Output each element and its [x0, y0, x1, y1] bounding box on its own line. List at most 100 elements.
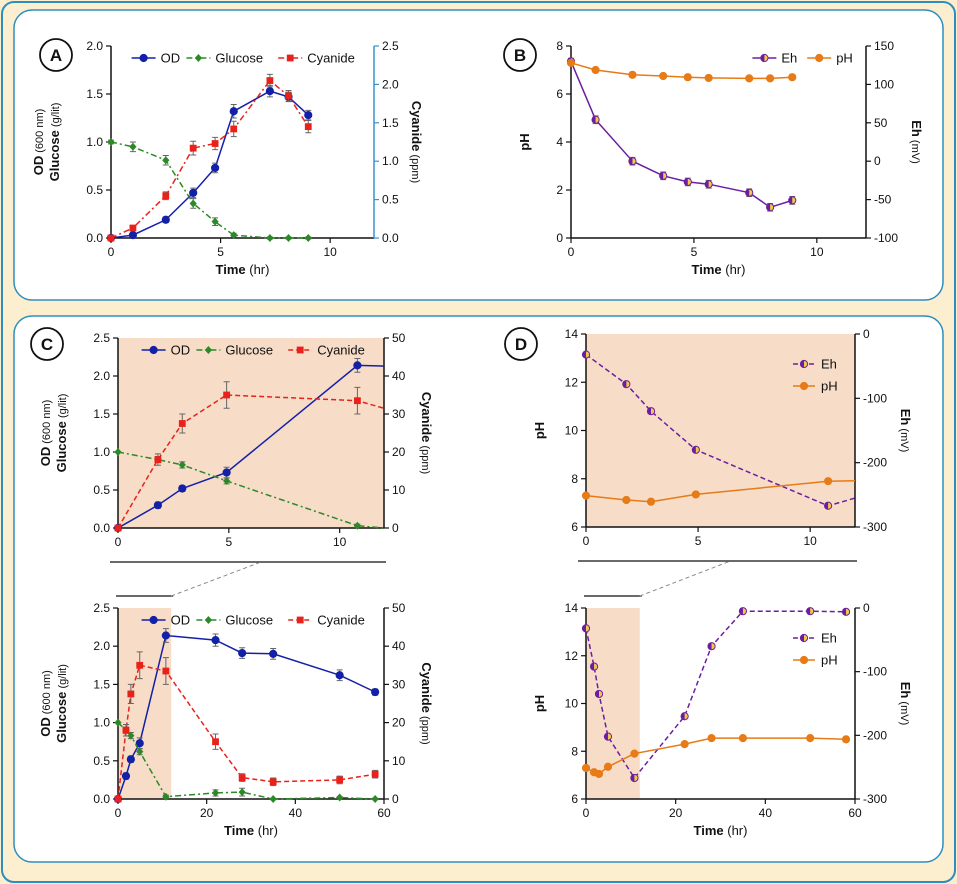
chart-C_bottom: 0.0 0.5 1.0 1.5 2.0 2.5 0 10 20 30 40 50 0 20 40 60 Time…: [38, 601, 434, 838]
data-point-eh: [683, 177, 692, 187]
right-tick-label: -100: [863, 391, 887, 405]
series-eh: [581, 607, 851, 783]
data-point-glucose: [136, 747, 144, 756]
data-point-eh: [594, 689, 604, 699]
left-axis-label-text: pH: [532, 695, 547, 712]
right-tick-label: 10: [392, 754, 406, 768]
x-tick-label: 0: [115, 535, 122, 549]
right-tick-label: -100: [863, 665, 887, 679]
data-point-od: [371, 687, 380, 697]
right-tick-label: 50: [874, 116, 888, 130]
data-point-od: [128, 231, 138, 240]
data-point-ph: [630, 749, 639, 758]
panel-label: D: [515, 335, 527, 354]
x-axis-label-unit: (hr): [727, 823, 747, 838]
marker-half: [842, 608, 847, 616]
series-eh: [581, 350, 856, 510]
legend-label: OD: [171, 613, 191, 628]
data-point-glucose: [211, 788, 220, 797]
data-point-cyanide: [162, 192, 170, 200]
legend-marker-od: [149, 615, 158, 625]
data-point-cyanide: [162, 667, 170, 675]
data-point-od: [265, 87, 274, 96]
series-cyanide: [114, 381, 385, 532]
series-line-cyanide: [110, 79, 309, 239]
legend-label: Glucose: [225, 343, 273, 358]
left-axis-label-unit: (g/lit): [57, 664, 69, 692]
x-tick-label: 5: [691, 245, 698, 259]
data-point-ph: [691, 490, 700, 499]
series-line-glucose: [117, 451, 385, 529]
data-point-cyanide: [266, 77, 274, 84]
data-point-ph: [704, 73, 713, 83]
legend-marker-eh: [799, 359, 809, 369]
right-axis-label-unit: (mV): [898, 698, 910, 725]
left-axis-label-unit: (600 nm): [41, 400, 53, 447]
data-point-glucose: [223, 476, 231, 485]
series-line-od: [117, 634, 376, 800]
panel-label: B: [514, 46, 526, 65]
legend-label: Cyanide: [317, 613, 365, 628]
data-point-ph: [766, 74, 775, 83]
marker-half: [659, 172, 664, 180]
right-tick-label: 1.0: [382, 154, 399, 168]
marker-half: [766, 203, 771, 211]
data-point-glucose: [336, 793, 344, 802]
data-point-eh: [806, 607, 815, 616]
data-point-glucose: [162, 156, 170, 165]
data-point-ph: [628, 70, 637, 79]
x-tick-label: 10: [803, 534, 817, 548]
legend-marker-cyanide: [296, 616, 304, 624]
right-tick-label: 0.0: [382, 231, 399, 245]
marker-half: [705, 180, 709, 188]
zoom-link: [171, 561, 262, 597]
left-axis-label-unit: (600 nm): [34, 109, 46, 156]
data-point-cyanide: [336, 776, 344, 784]
x-tick-label: 0: [115, 806, 122, 820]
right-tick-label: 0: [392, 521, 399, 535]
data-point-cyanide: [127, 690, 135, 698]
right-tick-label: 1.5: [382, 116, 399, 130]
left-axis-label: OD (600 nm): [38, 670, 53, 737]
right-tick-label: 0.5: [382, 193, 399, 207]
right-tick-label: 30: [392, 407, 406, 421]
left-axis-label: Glucose (g/lit): [54, 394, 69, 473]
data-point-glucose: [238, 788, 246, 797]
data-point-ph: [738, 734, 748, 743]
data-point-ph: [591, 65, 600, 75]
data-point-ph: [581, 763, 591, 773]
right-axis-label: Cyanide (ppm): [419, 392, 434, 474]
panel-label-circle: [39, 38, 73, 72]
data-point-ph: [594, 769, 604, 779]
x-axis-label-text: Time: [224, 823, 258, 838]
x-axis-label: Time (hr): [216, 262, 270, 277]
left-tick-label: 0.5: [93, 754, 110, 768]
legend: OD Glucose Cyanide: [141, 613, 365, 628]
x-axis-label-unit: (hr): [249, 262, 269, 277]
legend-label: OD: [161, 51, 181, 66]
legend-label: pH: [821, 653, 838, 668]
data-point-glucose: [114, 718, 122, 727]
marker-half: [745, 189, 750, 197]
legend-label: Cyanide: [317, 343, 365, 358]
x-axis-label: Time (hr): [224, 823, 278, 838]
x-tick-label: 20: [200, 806, 214, 820]
marker-half: [806, 607, 811, 615]
right-tick-label: 2.0: [382, 77, 399, 91]
right-tick-label: 20: [392, 716, 406, 730]
series-ph: [581, 477, 856, 506]
data-point-od: [211, 635, 220, 645]
legend-label: Eh: [821, 357, 837, 372]
left-tick-label: 6: [571, 792, 578, 806]
right-tick-label: -200: [863, 728, 887, 742]
left-tick-label: 14: [565, 327, 579, 341]
series-cyanide: [107, 73, 312, 242]
data-point-glucose: [284, 234, 293, 242]
panel-label: A: [50, 46, 62, 65]
data-point-eh: [630, 773, 639, 783]
right-tick-label: 30: [392, 677, 406, 691]
right-axis-label-unit: (mV): [898, 425, 910, 452]
right-axis-label-text: Eh: [898, 409, 913, 426]
left-axis-label: pH: [532, 422, 547, 439]
